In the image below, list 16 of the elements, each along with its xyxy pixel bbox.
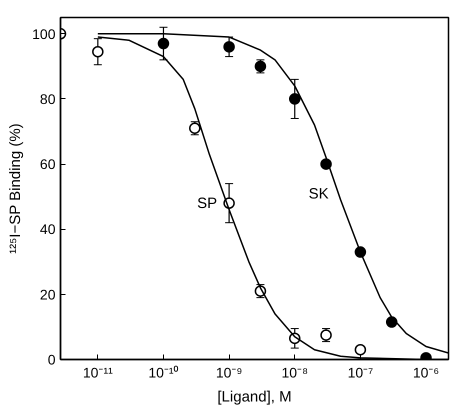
x-tick-label: 10⁻⁷ (348, 364, 374, 380)
y-tick-label: 20 (40, 286, 56, 302)
y-tick-label: 60 (40, 156, 56, 172)
x-tick-label: 10⁻⁸ (282, 364, 308, 380)
y-tick-label: 40 (40, 221, 56, 238)
x-tick-label: 10⁻¹⁰ (148, 364, 179, 380)
x-tick-label: 10⁻¹¹ (82, 364, 114, 380)
y-tick-label: 0 (48, 352, 56, 368)
y-axis-title: ¹²⁵I−SP Binding (%) (7, 123, 24, 254)
x-axis-title: [Ligand], M (217, 388, 292, 406)
series-label: SK (308, 185, 329, 202)
y-tick-label: 80 (40, 90, 56, 107)
y-tick-label: 100 (32, 26, 56, 42)
x-tick-label: 10⁻⁹ (216, 364, 242, 380)
series-label: SP (197, 195, 218, 212)
x-tick-label: 10⁻⁶ (412, 364, 440, 380)
